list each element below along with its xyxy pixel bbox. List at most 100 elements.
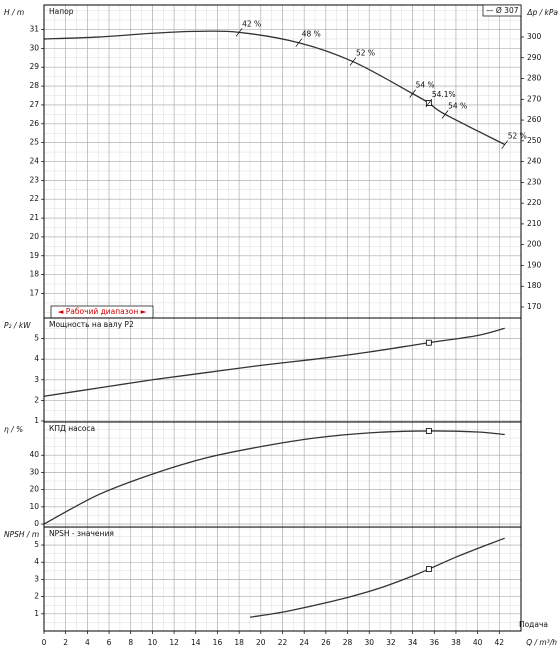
- y-tick-label: 1: [34, 416, 39, 425]
- x-tick-label: 28: [343, 638, 353, 647]
- y-tick-label: 2: [34, 592, 39, 601]
- range-label: ◄ Рабочий диапазон ►: [58, 307, 147, 316]
- y-tick-label: 24: [29, 157, 39, 166]
- y-tick-label: 28: [29, 81, 39, 90]
- annotation-tick: [295, 38, 303, 47]
- y-axis-label: η / %: [4, 425, 23, 434]
- y2-tick-label: 220: [527, 198, 542, 207]
- annotation-label: 52 %: [508, 132, 527, 141]
- annotation-tick: [349, 57, 357, 66]
- x-tick-label: 8: [128, 638, 133, 647]
- x-tick-label: 18: [234, 638, 244, 647]
- x-tick-label: 2: [63, 638, 68, 647]
- y2-tick-label: 180: [527, 281, 542, 290]
- duty-point: [425, 428, 432, 434]
- y-tick-label: 18: [29, 270, 39, 279]
- x-tick-label: 26: [321, 638, 331, 647]
- y-tick-label: 5: [34, 334, 39, 343]
- y-tick-label: 3: [34, 375, 39, 384]
- annotation-tick: [409, 89, 416, 98]
- y-axis-label: H / m: [4, 8, 24, 17]
- y2-tick-label: 210: [527, 219, 542, 228]
- annotation-tick: [441, 110, 449, 119]
- x-tick-label: 30: [364, 638, 374, 647]
- x-tick-label: 40: [473, 638, 483, 647]
- y-tick-label: 22: [29, 194, 39, 203]
- y2-tick-label: 260: [527, 115, 542, 124]
- y-tick-label: 30: [29, 467, 39, 476]
- y-tick-label: 23: [29, 175, 39, 184]
- y2-tick-label: 300: [527, 32, 542, 41]
- y2-tick-label: 250: [527, 136, 542, 145]
- y-tick-label: 25: [29, 138, 39, 147]
- y-tick-label: 30: [29, 43, 39, 52]
- annotation-tick: [235, 28, 243, 37]
- annotation-label: 52 %: [356, 49, 375, 58]
- y-tick-label: 10: [29, 502, 39, 511]
- panel-title: Мощность на валу P2: [49, 320, 134, 329]
- duty-point: [425, 566, 432, 573]
- y-axis-label: P₂ / kW: [4, 321, 31, 330]
- x-axis-label: Q / m³/h: [526, 638, 557, 647]
- y-tick-label: 19: [29, 251, 39, 260]
- y2-tick-label: 230: [527, 177, 542, 186]
- x-tick-label: 14: [191, 638, 201, 647]
- y-tick-label: 20: [29, 485, 39, 494]
- y-tick-label: 4: [34, 557, 39, 566]
- x-tick-label: 16: [213, 638, 223, 647]
- y-tick-label: 31: [29, 25, 39, 34]
- x-tick-label: 0: [42, 638, 47, 647]
- legend-label: — Ø 307: [486, 6, 519, 15]
- x-tick-label: 34: [408, 638, 418, 647]
- x-tick-label: 4: [85, 638, 90, 647]
- y2-tick-label: 290: [527, 53, 542, 62]
- x-tick-label: 12: [169, 638, 179, 647]
- x-tick-label: 36: [429, 638, 439, 647]
- annotation-label: 48 %: [302, 30, 321, 39]
- y-tick-label: 21: [29, 213, 39, 222]
- y-tick-label: 1: [34, 609, 39, 618]
- curve: [43, 327, 505, 397]
- curve: [249, 537, 505, 618]
- y-tick-label: 17: [29, 288, 39, 297]
- x-tick-label: 10: [148, 638, 158, 647]
- annotation-tick: [501, 140, 509, 149]
- duty-point: [425, 339, 432, 346]
- x-tick-label: 42: [495, 638, 505, 647]
- y-tick-label: 4: [34, 354, 39, 363]
- y-tick-label: 5: [34, 540, 39, 549]
- y-tick-label: 0: [34, 519, 39, 528]
- y-tick-label: 20: [29, 232, 39, 241]
- y2-tick-label: 280: [527, 74, 542, 83]
- x-tick-label: 32: [386, 638, 396, 647]
- x-tick-label: 20: [256, 638, 266, 647]
- annotation-label: 54 %: [448, 101, 467, 110]
- y-tick-label: 29: [29, 62, 39, 71]
- legend-box: [482, 4, 522, 17]
- x-tick-label: 38: [451, 638, 461, 647]
- x-note: Подача: [519, 620, 548, 629]
- panel-title: Напор: [49, 7, 74, 16]
- y2-axis-label: Δp / kPa: [526, 8, 558, 17]
- y2-tick-label: 170: [527, 302, 542, 311]
- y2-tick-label: 200: [527, 240, 542, 249]
- y-tick-label: 27: [29, 100, 39, 109]
- x-tick-label: 22: [278, 638, 288, 647]
- y2-tick-label: 270: [527, 94, 542, 103]
- y2-tick-label: 240: [527, 157, 542, 166]
- y2-tick-label: 190: [527, 260, 542, 269]
- panel-title: КПД насоса: [49, 424, 95, 433]
- y-tick-label: 2: [34, 395, 39, 404]
- annotation-label: 54 %: [416, 81, 435, 90]
- annotation-label: 42 %: [242, 19, 261, 28]
- y-axis-label: NPSH / m: [4, 530, 39, 539]
- y-tick-label: 26: [29, 119, 39, 128]
- panel-title: NPSH - значения: [49, 529, 114, 538]
- curve: [43, 430, 505, 525]
- annotation-tick: [425, 98, 433, 108]
- x-tick-label: 24: [299, 638, 309, 647]
- y-tick-label: 40: [29, 450, 39, 459]
- y-tick-label: 3: [34, 574, 39, 583]
- annotation-label: 54.1%: [432, 90, 456, 99]
